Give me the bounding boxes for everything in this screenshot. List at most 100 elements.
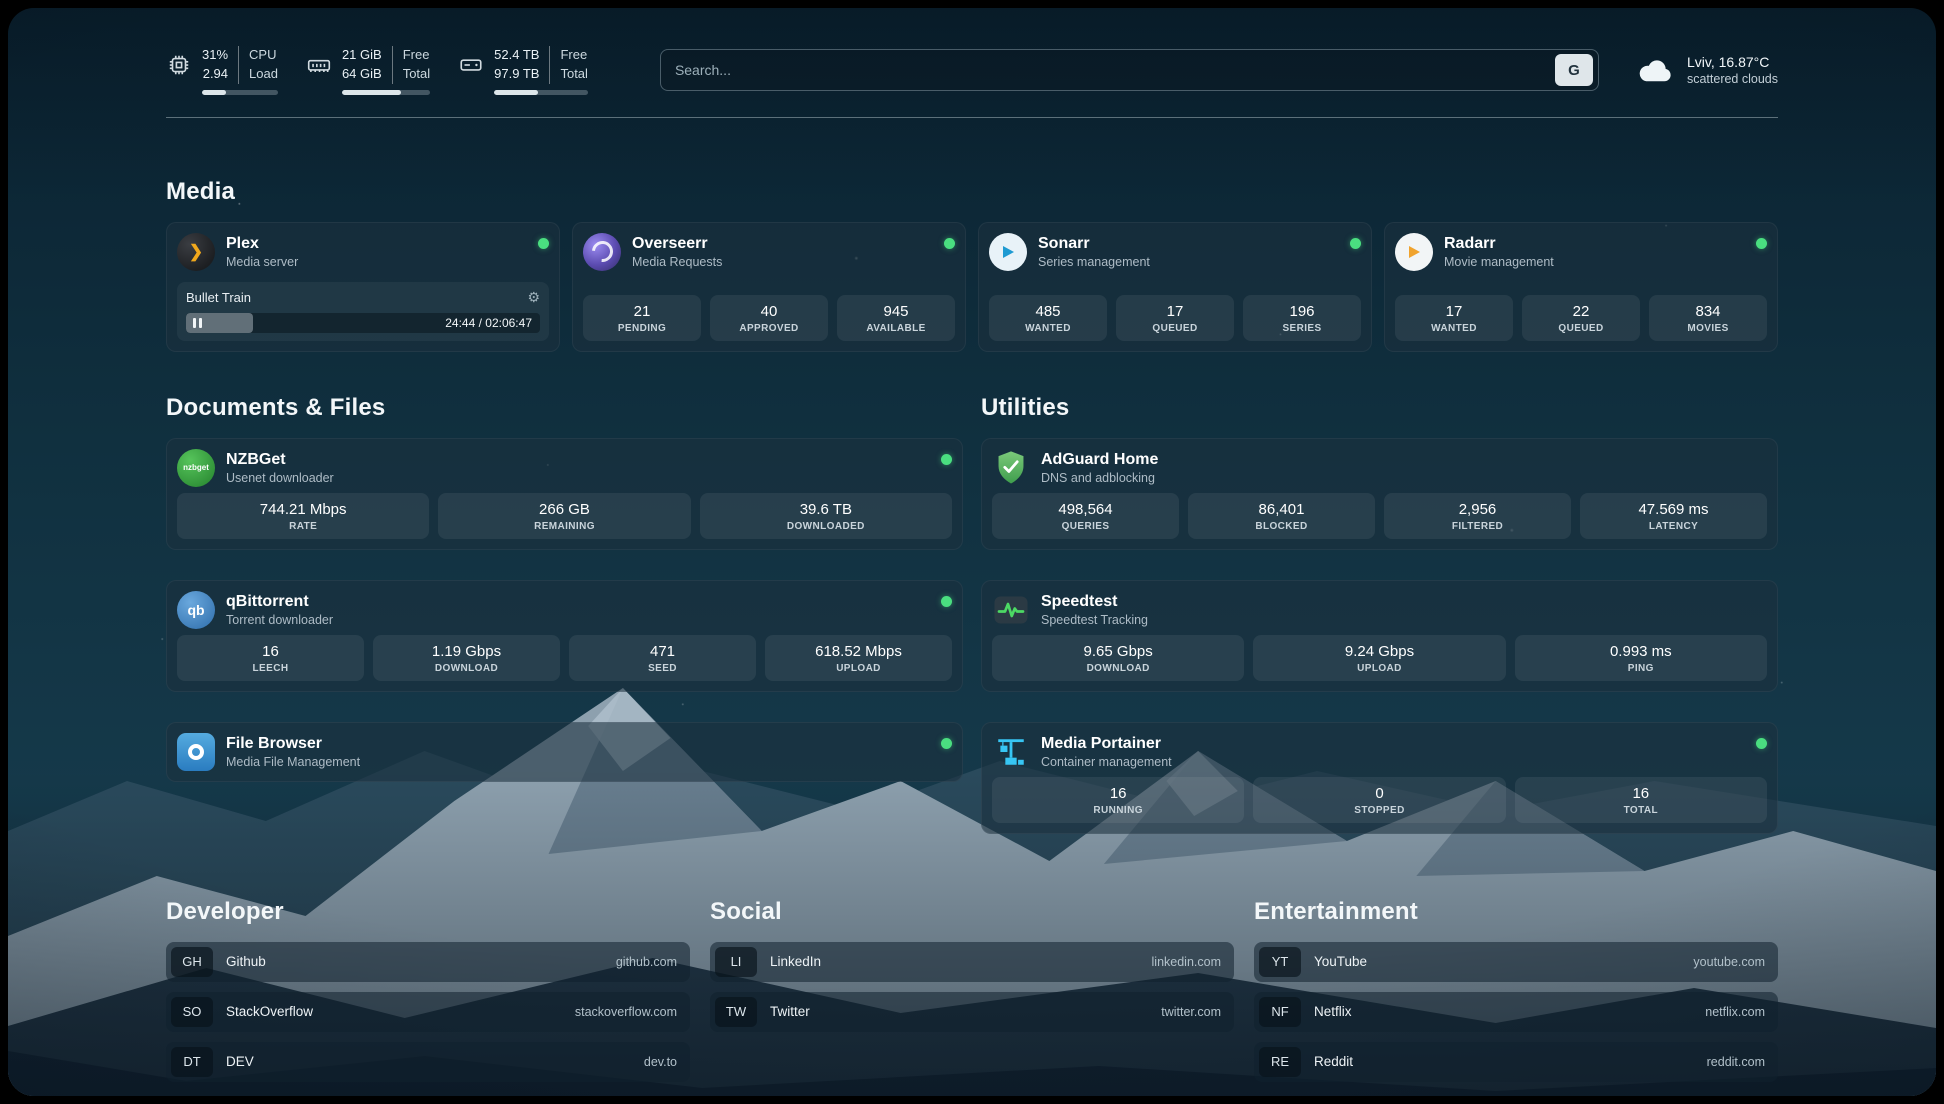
bookmark-url: stackoverflow.com (574, 1004, 677, 1019)
service-card-overseerr[interactable]: Overseerr Media Requests 21 PENDING 40 APP… (572, 221, 966, 352)
service-desc: Movie management (1444, 254, 1554, 269)
service-name: Radarr (1444, 234, 1496, 252)
dashboard-screen: 31% 2.94 CPU Load (8, 8, 1936, 1096)
bookmark-url: dev.to (643, 1054, 677, 1069)
bookmark-dev[interactable]: DT DEV dev.to (166, 1041, 690, 1082)
service-name: Speedtest (1041, 592, 1118, 610)
portainer-icon (992, 733, 1030, 771)
bookmark-group-entertainment: Entertainment YT YouTube youtube.com NF … (1254, 898, 1778, 1082)
cpu-label: CPU (249, 47, 277, 62)
memory-widget: 21 GiB 64 GiB Free Total (306, 46, 431, 95)
disk-free-label: Free (560, 47, 588, 62)
speedtest-stat-download: 9.65 Gbps DOWNLOAD (992, 634, 1245, 681)
pause-icon[interactable] (193, 317, 202, 328)
service-card-nzbget[interactable]: nzbget NZBGet Usenet downloader 744.21 M… (166, 437, 963, 550)
plex-media-title: Bullet Train (186, 289, 252, 305)
cpu-load-value: 2.94 (202, 65, 229, 81)
search-provider-button[interactable]: G (1554, 54, 1593, 87)
topbar: 31% 2.94 CPU Load (166, 46, 1778, 95)
adguard-icon (992, 449, 1030, 487)
disk-free-value: 52.4 TB (494, 47, 540, 62)
bookmark-url: reddit.com (1706, 1054, 1765, 1069)
radarr-stat-movies: 834 MOVIES (1649, 294, 1767, 341)
adguard-stat-latency: 47.569 ms LATENCY (1580, 492, 1767, 539)
adguard-stat-blocked: 86,401 BLOCKED (1188, 492, 1375, 539)
bookmark-youtube[interactable]: YT YouTube youtube.com (1254, 941, 1778, 982)
cloud-icon (1639, 60, 1671, 82)
bookmark-name: YouTube (1314, 954, 1368, 970)
section-title-social: Social (710, 897, 782, 925)
status-dot (1350, 237, 1361, 249)
bookmark-netflix[interactable]: NF Netflix netflix.com (1254, 991, 1778, 1032)
bookmark-abbr: RE (1259, 1046, 1301, 1077)
section-title-developer: Developer (166, 897, 284, 925)
bookmark-name: DEV (226, 1054, 254, 1070)
status-dot (941, 737, 952, 749)
background-vignette (8, 8, 1936, 1096)
service-card-portainer[interactable]: Media Portainer Container management 16 R… (981, 721, 1778, 834)
bookmark-abbr: NF (1259, 996, 1301, 1027)
bookmark-abbr: TW (715, 996, 757, 1027)
cpu-widget: 31% 2.94 CPU Load (166, 46, 278, 95)
nzbget-stat-remaining: 266 GB REMAINING (438, 492, 691, 539)
bookmark-stackoverflow[interactable]: SO StackOverflow stackoverflow.com (166, 991, 690, 1032)
section-title-utilities: Utilities (981, 393, 1070, 421)
search-input[interactable] (674, 62, 1555, 79)
radarr-icon (1395, 232, 1433, 271)
section-title-documents: Documents & Files (166, 393, 386, 421)
overseerr-stat-pending: 21 PENDING (583, 294, 701, 341)
bookmark-name: Github (226, 954, 266, 970)
plex-progressbar: 24:44 / 02:06:47 (186, 312, 540, 333)
overseerr-stat-approved: 40 APPROVED (710, 294, 828, 341)
service-name: Sonarr (1038, 234, 1090, 252)
bookmark-reddit[interactable]: RE Reddit reddit.com (1254, 1041, 1778, 1082)
speedtest-stat-ping: 0.993 ms PING (1514, 634, 1767, 681)
topbar-divider (166, 116, 1778, 118)
bookmark-linkedin[interactable]: LI LinkedIn linkedin.com (710, 941, 1234, 982)
disk-progressbar (494, 89, 588, 95)
service-name: qBittorrent (226, 592, 309, 610)
bookmark-abbr: DT (171, 1046, 213, 1077)
bookmark-abbr: SO (171, 996, 213, 1027)
qbittorrent-icon: qb (177, 590, 215, 629)
plex-icon: ❯ (177, 232, 215, 271)
portainer-stat-running: 16 RUNNING (992, 776, 1245, 823)
service-desc: Media server (226, 254, 299, 269)
speedtest-icon (992, 591, 1030, 629)
speedtest-stat-upload: 9.24 Gbps UPLOAD (1253, 634, 1506, 681)
radarr-stat-wanted: 17 WANTED (1395, 294, 1513, 341)
memory-free-value: 21 GiB (341, 47, 382, 62)
service-card-sonarr[interactable]: Sonarr Series management 485 WANTED 17 QUE… (978, 221, 1372, 352)
memory-progressbar (341, 89, 431, 95)
bookmark-url: youtube.com (1693, 954, 1765, 969)
gear-icon[interactable]: ⚙ (527, 288, 540, 305)
sonarr-stat-series: 196 SERIES (1243, 294, 1361, 341)
service-desc: DNS and adblocking (1041, 470, 1155, 485)
filebrowser-icon (177, 732, 215, 771)
status-dot (538, 237, 549, 249)
service-card-radarr[interactable]: Radarr Movie management 17 WANTED 22 QUEUE… (1384, 221, 1778, 352)
section-documents: Documents & Files nzbget NZBGet Usenet d… (166, 394, 963, 834)
service-card-speedtest[interactable]: Speedtest Speedtest Tracking 9.65 Gbps DO… (981, 579, 1778, 692)
bookmark-github[interactable]: GH Github github.com (166, 941, 690, 982)
nzbget-stat-rate: 744.21 Mbps RATE (177, 492, 430, 539)
bookmark-name: Netflix (1314, 1004, 1352, 1020)
disk-total-value: 97.9 TB (494, 65, 540, 81)
service-card-qbittorrent[interactable]: qb qBittorrent Torrent downloader 16 LEEC… (166, 579, 963, 692)
nzbget-stat-downloaded: 39.6 TB DOWNLOADED (699, 492, 952, 539)
service-card-plex[interactable]: ❯ Plex Media server Bullet Train ⚙ (166, 221, 560, 352)
bookmark-name: Twitter (770, 1004, 810, 1020)
disk-total-label: Total (560, 65, 588, 81)
service-desc: Torrent downloader (226, 612, 334, 627)
service-card-adguard[interactable]: AdGuard Home DNS and adblocking 498,564 Q… (981, 437, 1778, 550)
status-dot (941, 453, 952, 465)
service-card-filebrowser[interactable]: File Browser Media File Management (166, 721, 963, 782)
cpu-load-label: Load (249, 65, 278, 81)
service-desc: Media Requests (632, 254, 723, 269)
section-title-media: Media (166, 177, 236, 205)
weather-widget: Lviv, 16.87°C scattered clouds (1635, 54, 1778, 86)
bookmark-twitter[interactable]: TW Twitter twitter.com (710, 991, 1234, 1032)
plex-now-playing: Bullet Train ⚙ 24:44 / 02:06:47 (177, 281, 549, 341)
portainer-stat-stopped: 0 STOPPED (1253, 776, 1506, 823)
status-dot (1756, 737, 1767, 749)
